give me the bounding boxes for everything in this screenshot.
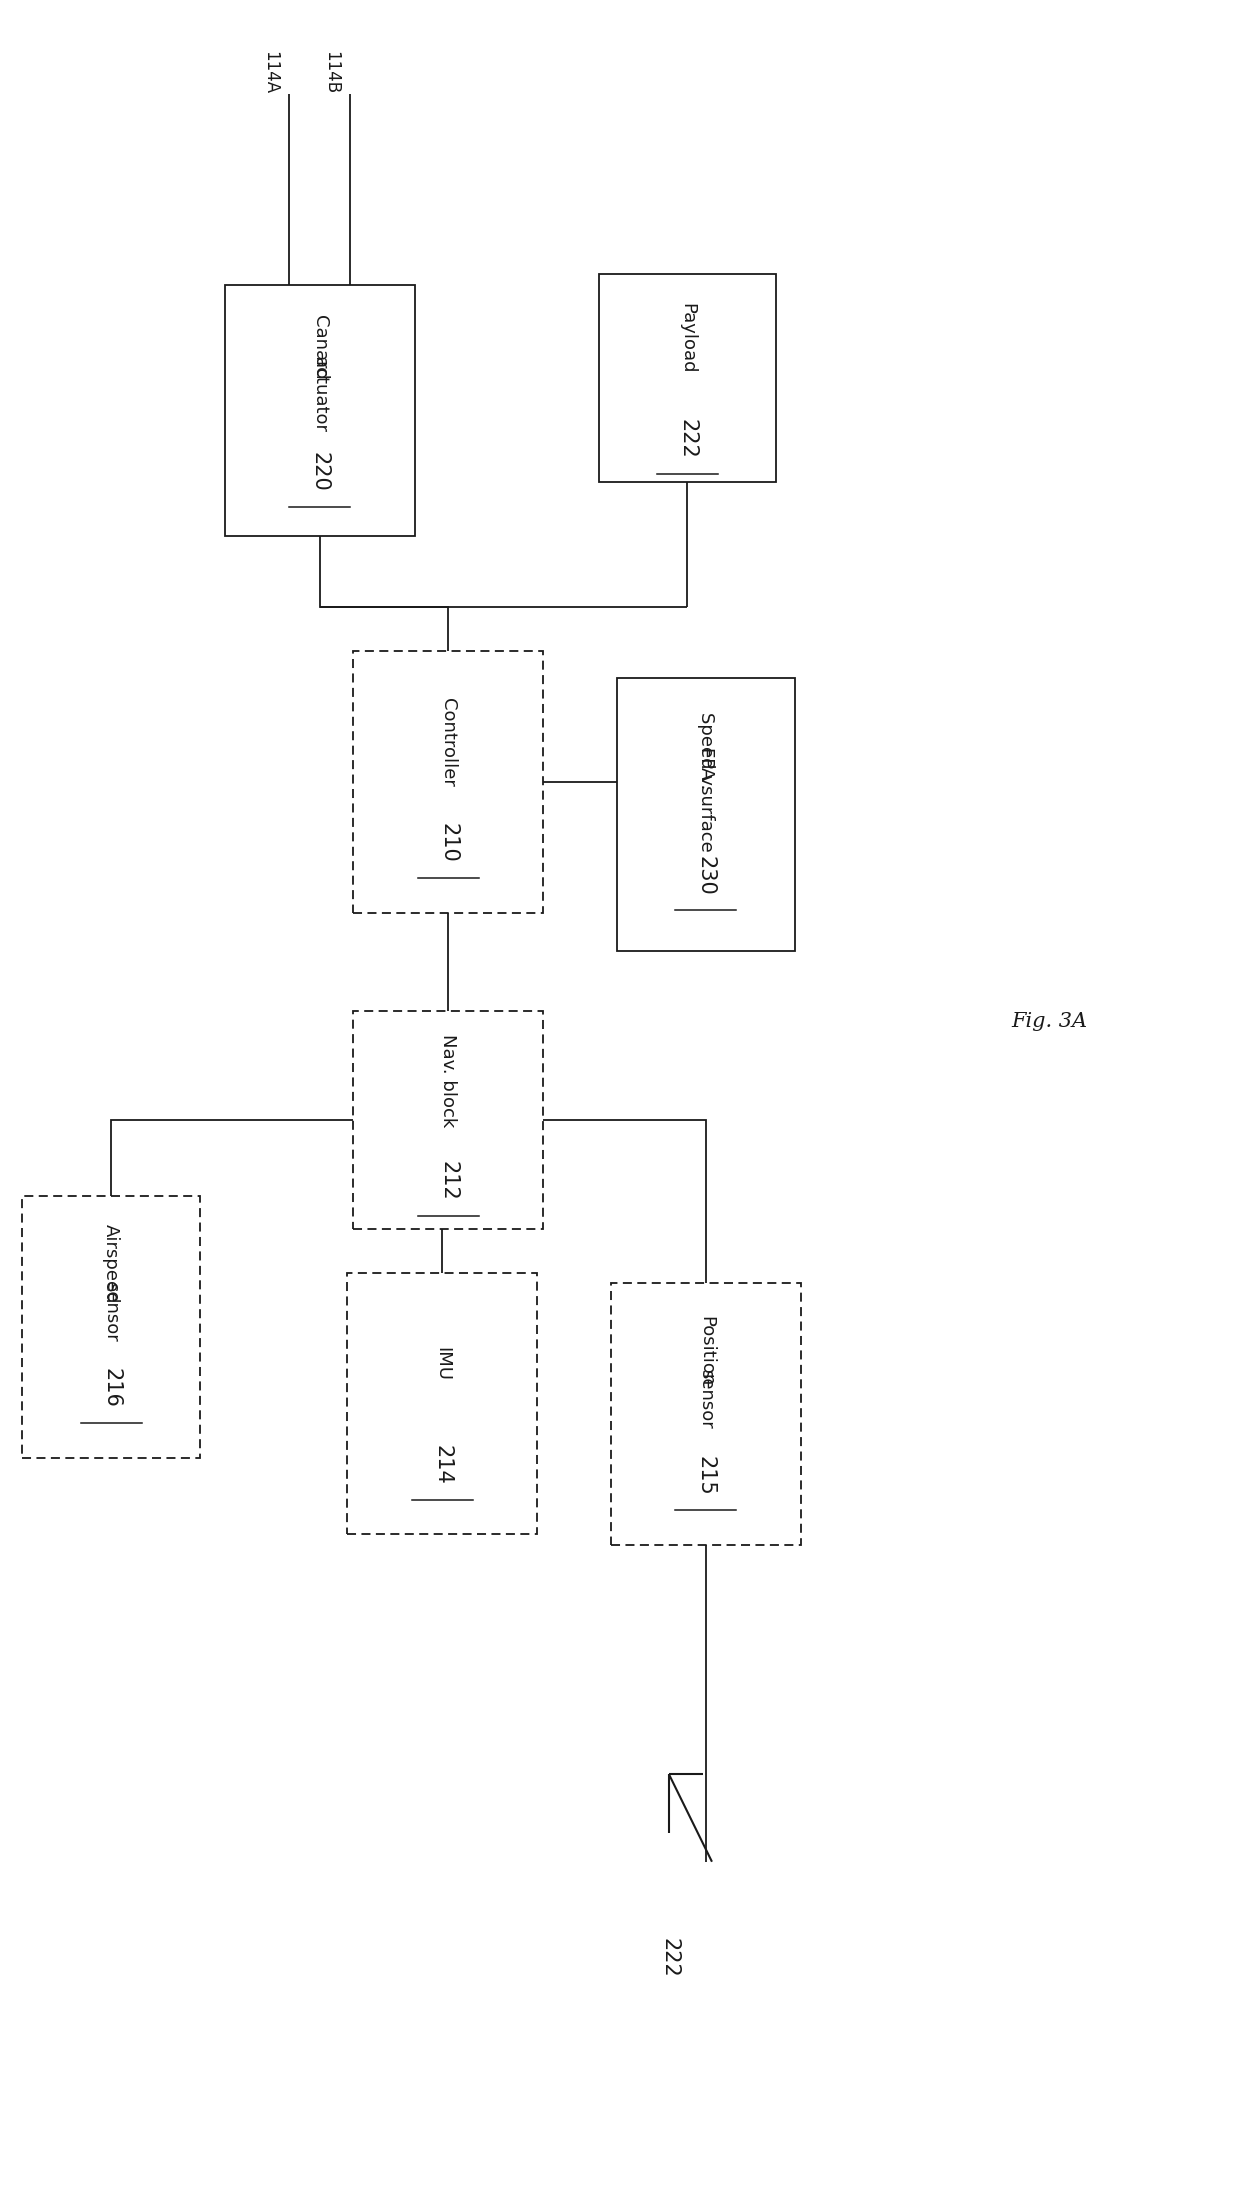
Text: Fig. 3A: Fig. 3A bbox=[1011, 1012, 1087, 1032]
FancyBboxPatch shape bbox=[353, 1010, 543, 1230]
Text: 215: 215 bbox=[696, 1456, 715, 1495]
Text: 216: 216 bbox=[102, 1368, 122, 1408]
Text: sensor: sensor bbox=[697, 1370, 714, 1430]
Text: 220: 220 bbox=[310, 452, 330, 492]
Text: actuator: actuator bbox=[310, 358, 329, 433]
Text: Canard: Canard bbox=[310, 314, 329, 380]
FancyBboxPatch shape bbox=[618, 679, 795, 951]
Text: 230: 230 bbox=[696, 856, 715, 896]
Text: Payload: Payload bbox=[678, 303, 697, 373]
Text: 222: 222 bbox=[658, 1939, 680, 1979]
Text: 212: 212 bbox=[439, 1162, 459, 1201]
FancyBboxPatch shape bbox=[599, 274, 776, 481]
Text: 114A: 114A bbox=[262, 51, 279, 94]
Text: Position: Position bbox=[697, 1315, 714, 1386]
FancyBboxPatch shape bbox=[22, 1197, 200, 1458]
Text: Nav. block: Nav. block bbox=[439, 1034, 458, 1127]
Text: IMU: IMU bbox=[433, 1346, 451, 1381]
FancyBboxPatch shape bbox=[611, 1282, 801, 1546]
FancyBboxPatch shape bbox=[224, 285, 414, 536]
Text: 222: 222 bbox=[677, 419, 697, 459]
Text: sensor: sensor bbox=[102, 1282, 120, 1342]
Text: Controller: Controller bbox=[439, 698, 458, 786]
Text: FPA surface: FPA surface bbox=[697, 747, 714, 852]
Text: 210: 210 bbox=[439, 824, 459, 863]
Text: Airspeed: Airspeed bbox=[102, 1223, 120, 1304]
Text: Speed v.: Speed v. bbox=[697, 712, 714, 791]
FancyBboxPatch shape bbox=[347, 1271, 537, 1535]
Text: 214: 214 bbox=[433, 1445, 453, 1484]
Text: 114B: 114B bbox=[322, 51, 341, 94]
FancyBboxPatch shape bbox=[353, 650, 543, 914]
